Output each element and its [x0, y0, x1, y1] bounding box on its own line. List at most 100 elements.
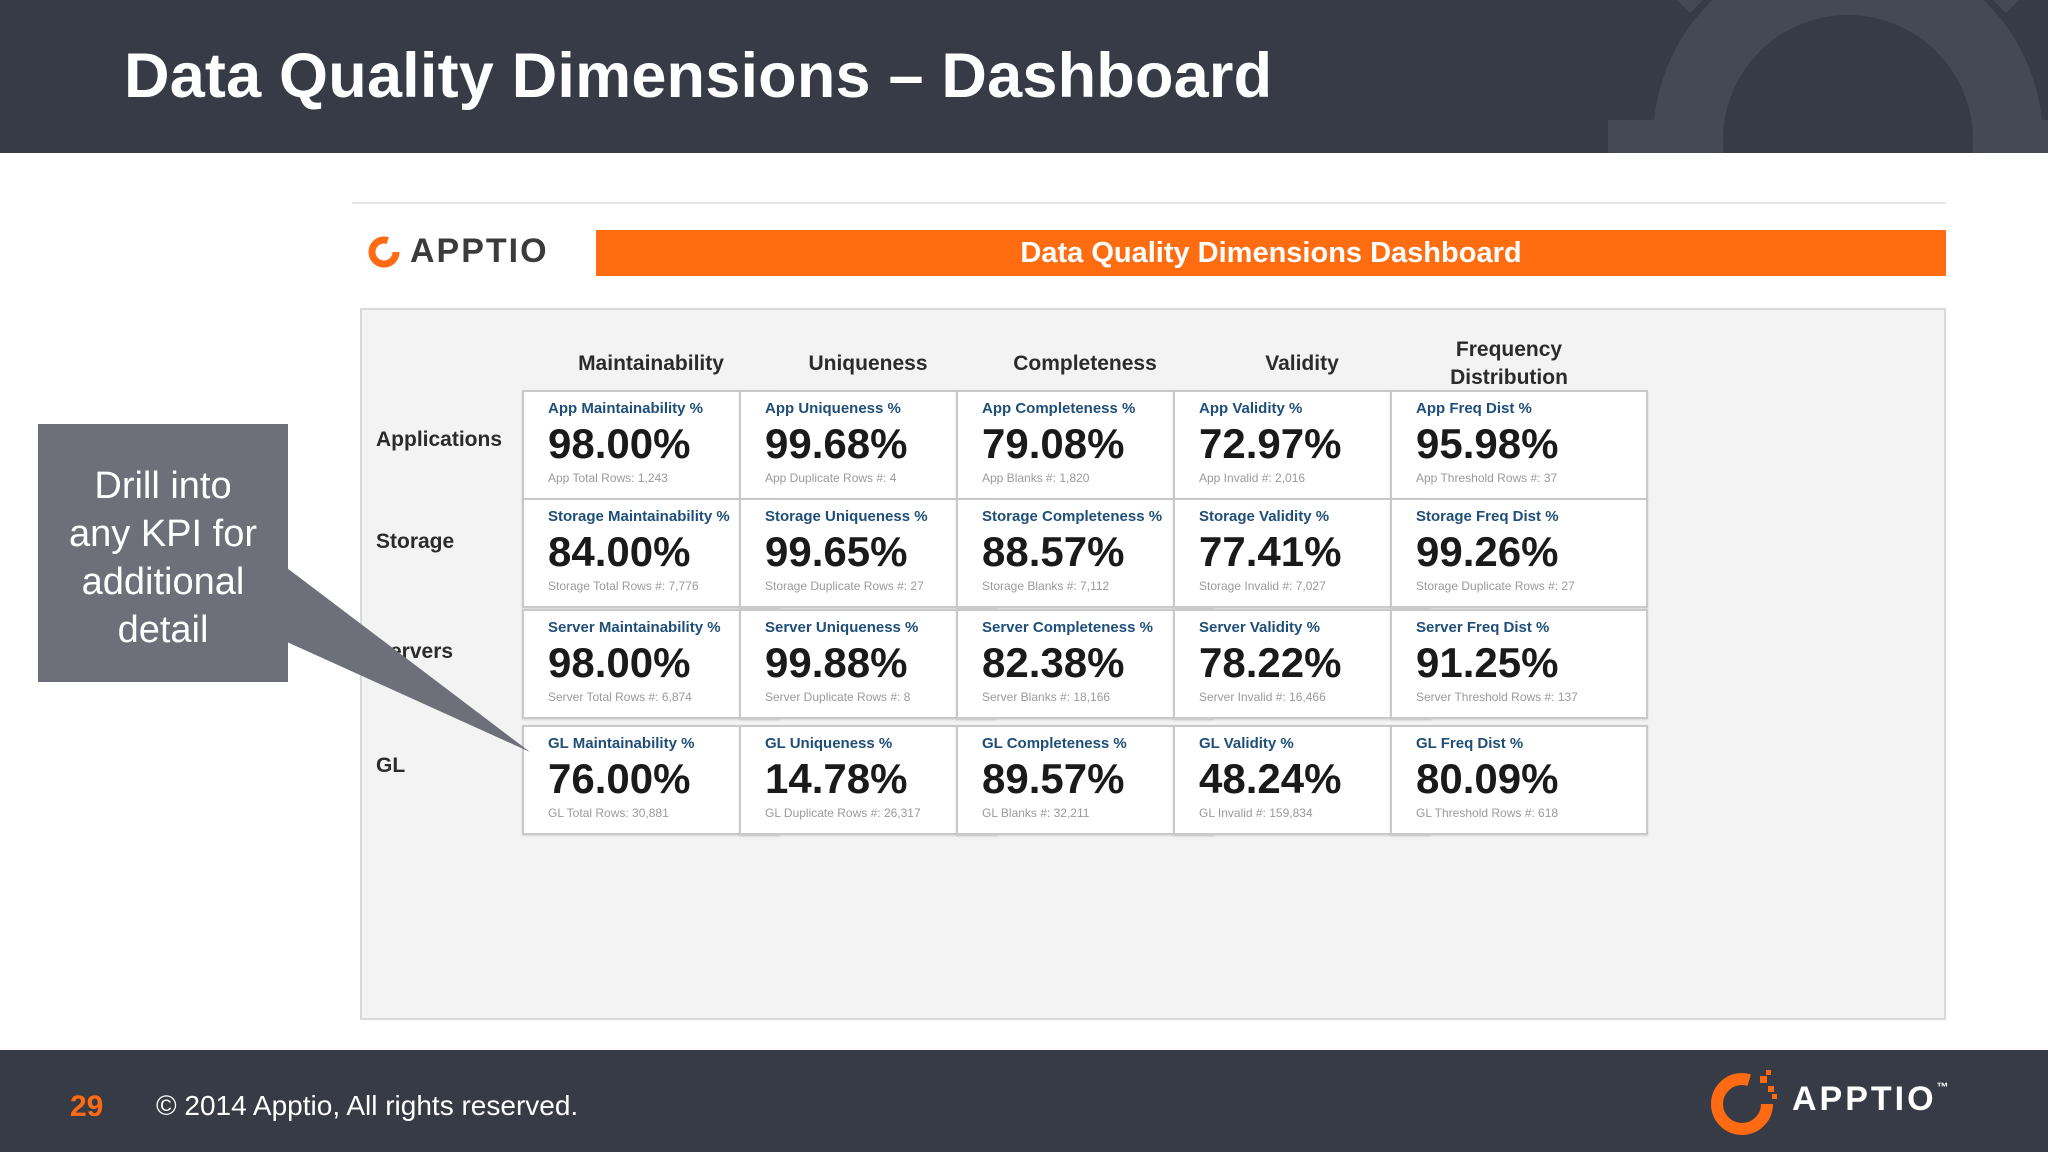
dashboard-screenshot: APPTIO Data Quality Dimensions Dashboard…	[352, 202, 1946, 1020]
kpi-card[interactable]: Server Completeness % 82.38% Server Blanks…	[956, 609, 1214, 719]
footer-logo-text: APPTIO™	[1792, 1080, 1949, 1119]
column-header-validity: Validity	[1265, 352, 1339, 375]
kpi-card[interactable]: Storage Completeness % 88.57% Storage Blan…	[956, 498, 1214, 608]
kpi-title: Server Uniqueness %	[765, 619, 919, 636]
dashboard-logo: APPTIO	[366, 232, 586, 272]
kpi-card[interactable]: GL Maintainability % 76.00% GL Total Rows:…	[522, 725, 780, 835]
kpi-subtext: Storage Duplicate Rows #: 27	[1416, 579, 1575, 593]
kpi-card[interactable]: Storage Validity % 77.41% Storage Invalid …	[1173, 498, 1431, 608]
kpi-value: 99.65%	[765, 528, 908, 575]
kpi-card[interactable]: App Validity % 72.97% App Invalid #: 2,016	[1173, 390, 1431, 500]
kpi-subtext: Storage Invalid #: 7,027	[1199, 579, 1326, 593]
callout-text: Drill into any KPI for additional detail	[38, 462, 288, 654]
callout-line: Drill into	[94, 465, 232, 507]
kpi-subtext: Server Total Rows #: 6,874	[548, 690, 692, 704]
kpi-title: App Maintainability %	[548, 400, 704, 417]
drill-callout: Drill into any KPI for additional detail	[38, 424, 288, 682]
kpi-subtext: GL Blanks #: 32,211	[982, 806, 1090, 820]
kpi-title: GL Completeness %	[982, 735, 1127, 752]
kpi-title: App Validity %	[1199, 400, 1303, 417]
footer-logo: APPTIO™	[1702, 1064, 2002, 1144]
kpi-subtext: Server Blanks #: 18,166	[982, 690, 1111, 704]
kpi-card[interactable]: GL Completeness % 89.57% GL Blanks #: 32,2…	[956, 725, 1214, 835]
trademark-mark: ™	[1936, 1080, 1949, 1094]
kpi-title: GL Maintainability %	[548, 735, 695, 752]
kpi-subtext: Storage Total Rows #: 7,776	[548, 579, 699, 593]
column-header-uniqueness: Uniqueness	[808, 352, 928, 375]
kpi-card[interactable]: Server Freq Dist % 91.25% Server Threshold…	[1390, 609, 1648, 719]
kpi-value: 79.08%	[982, 420, 1125, 467]
kpi-value: 72.97%	[1199, 420, 1342, 467]
dashboard-logo-text: APPTIO	[410, 232, 549, 270]
kpi-card[interactable]: App Completeness % 79.08% App Blanks #: 1,…	[956, 390, 1214, 500]
kpi-title: App Freq Dist %	[1416, 400, 1532, 417]
kpi-title: Server Completeness %	[982, 619, 1153, 636]
kpi-card[interactable]: Server Validity % 78.22% Server Invalid #:…	[1173, 609, 1431, 719]
kpi-title: Storage Freq Dist %	[1416, 508, 1559, 525]
dashboard-banner-title: Data Quality Dimensions Dashboard	[596, 230, 1946, 276]
slide-header: Data Quality Dimensions – Dashboard	[0, 0, 2048, 153]
callout-line: additional	[81, 561, 245, 603]
kpi-subtext: App Duplicate Rows #: 4	[765, 471, 897, 485]
kpi-card[interactable]: Storage Uniqueness % 99.65% Storage Duplic…	[739, 498, 997, 608]
callout-line: detail	[117, 609, 209, 651]
kpi-title: App Uniqueness %	[765, 400, 901, 417]
kpi-title: Server Maintainability %	[548, 619, 721, 636]
slide-title: Data Quality Dimensions – Dashboard	[124, 41, 1273, 111]
kpi-subtext: Storage Blanks #: 7,112	[982, 579, 1110, 593]
callout-line: any KPI for	[69, 513, 257, 555]
kpi-subtext: App Blanks #: 1,820	[982, 471, 1090, 485]
kpi-value: 80.09%	[1416, 755, 1559, 802]
apptio-gear-logo-icon	[1711, 1070, 1777, 1135]
kpi-subtext: Server Invalid #: 16,466	[1199, 690, 1326, 704]
footer-logo-word: APPTIO	[1792, 1080, 1937, 1118]
kpi-subtext: Server Threshold Rows #: 137	[1416, 690, 1578, 704]
kpi-value: 82.38%	[982, 639, 1125, 686]
row-label-gl: GL	[376, 754, 406, 777]
kpi-title: Server Freq Dist %	[1416, 619, 1550, 636]
kpi-subtext: Storage Duplicate Rows #: 27	[765, 579, 924, 593]
kpi-value: 99.68%	[765, 420, 908, 467]
kpi-value: 14.78%	[765, 755, 908, 802]
kpi-title: Server Validity %	[1199, 619, 1320, 636]
kpi-value: 91.25%	[1416, 639, 1559, 686]
kpi-card[interactable]: Storage Maintainability % 84.00% Storage T…	[522, 498, 780, 608]
kpi-panel: Maintainability Uniqueness Completeness Val…	[360, 308, 1946, 1020]
kpi-value: 48.24%	[1199, 755, 1342, 802]
kpi-title: Storage Validity %	[1199, 508, 1330, 525]
row-label-applications: Applications	[376, 428, 503, 451]
kpi-value: 77.41%	[1199, 528, 1342, 575]
kpi-card[interactable]: Server Maintainability % 98.00% Server Tot…	[522, 609, 780, 719]
copyright-text: © 2014 Apptio, All rights reserved.	[156, 1090, 579, 1121]
kpi-title: GL Validity %	[1199, 735, 1294, 752]
page-number: 29	[70, 1090, 104, 1123]
row-label-storage: Storage	[376, 530, 455, 553]
kpi-card[interactable]: App Uniqueness % 99.68% App Duplicate Rows…	[739, 390, 997, 500]
kpi-value: 98.00%	[548, 639, 691, 686]
kpi-subtext: Server Duplicate Rows #: 8	[765, 690, 911, 704]
column-header-frequency-distribution: Frequency Distribution	[1450, 338, 1568, 389]
kpi-card[interactable]: GL Freq Dist % 80.09% GL Threshold Rows #:…	[1390, 725, 1648, 835]
kpi-card[interactable]: App Freq Dist % 95.98% App Threshold Rows …	[1390, 390, 1648, 500]
kpi-title: GL Uniqueness %	[765, 735, 893, 752]
kpi-title: Storage Completeness %	[982, 508, 1163, 525]
kpi-card[interactable]: GL Validity % 48.24% GL Invalid #: 159,834	[1173, 725, 1431, 835]
kpi-subtext: GL Duplicate Rows #: 26,317	[765, 806, 921, 820]
kpi-card[interactable]: Storage Freq Dist % 99.26% Storage Duplica…	[1390, 498, 1648, 608]
kpi-value: 89.57%	[982, 755, 1125, 802]
kpi-title: Storage Maintainability %	[548, 508, 730, 525]
kpi-value: 95.98%	[1416, 420, 1559, 467]
kpi-subtext: GL Threshold Rows #: 618	[1416, 806, 1559, 820]
kpi-card[interactable]: GL Uniqueness % 14.78% GL Duplicate Rows #…	[739, 725, 997, 835]
slide-footer: 29 © 2014 Apptio, All rights reserved. A…	[0, 1050, 2048, 1152]
kpi-value: 99.26%	[1416, 528, 1559, 575]
kpi-value: 76.00%	[548, 755, 691, 802]
kpi-subtext: GL Invalid #: 159,834	[1199, 806, 1313, 820]
kpi-value: 98.00%	[548, 420, 691, 467]
kpi-title: App Completeness %	[982, 400, 1136, 417]
kpi-subtext: App Threshold Rows #: 37	[1416, 471, 1558, 485]
kpi-subtext: App Invalid #: 2,016	[1199, 471, 1306, 485]
kpi-value: 84.00%	[548, 528, 691, 575]
kpi-card[interactable]: Server Uniqueness % 99.88% Server Duplicat…	[739, 609, 997, 719]
